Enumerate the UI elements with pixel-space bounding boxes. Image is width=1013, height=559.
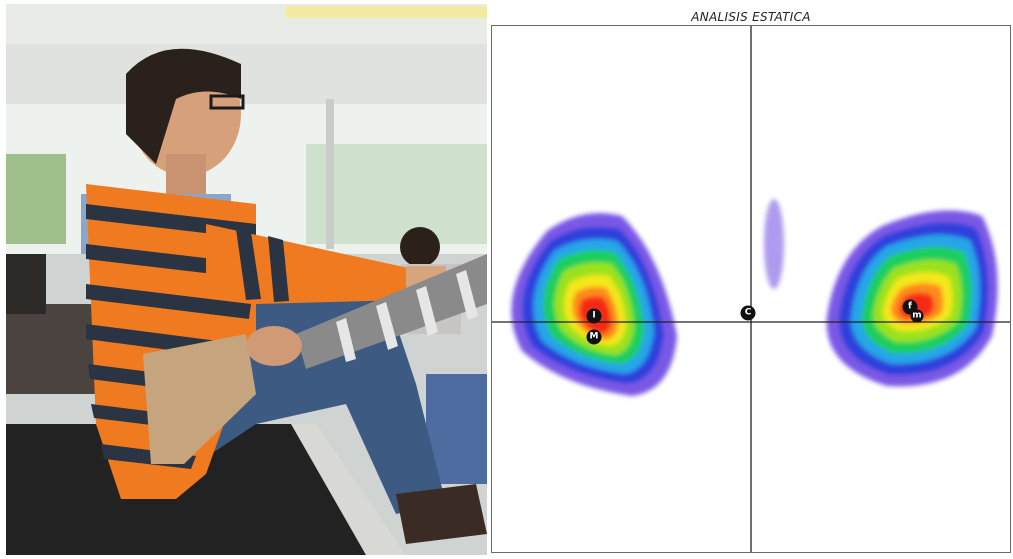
marker-C: C: [740, 305, 756, 321]
left-pressure-region: [511, 213, 677, 396]
marker-M: M: [586, 329, 602, 345]
marker-I: I: [586, 308, 602, 324]
plot-title: ANALISIS ESTATICA: [691, 10, 811, 24]
pressure-map-svg: [492, 26, 1010, 552]
photo-illustration: [6, 4, 487, 555]
subject-photo: [6, 4, 487, 555]
right-pressure-region: [826, 210, 998, 387]
pressure-map: I M C f m: [491, 25, 1011, 553]
center-pressure-spot: [764, 199, 784, 289]
marker-m: m: [910, 309, 924, 323]
